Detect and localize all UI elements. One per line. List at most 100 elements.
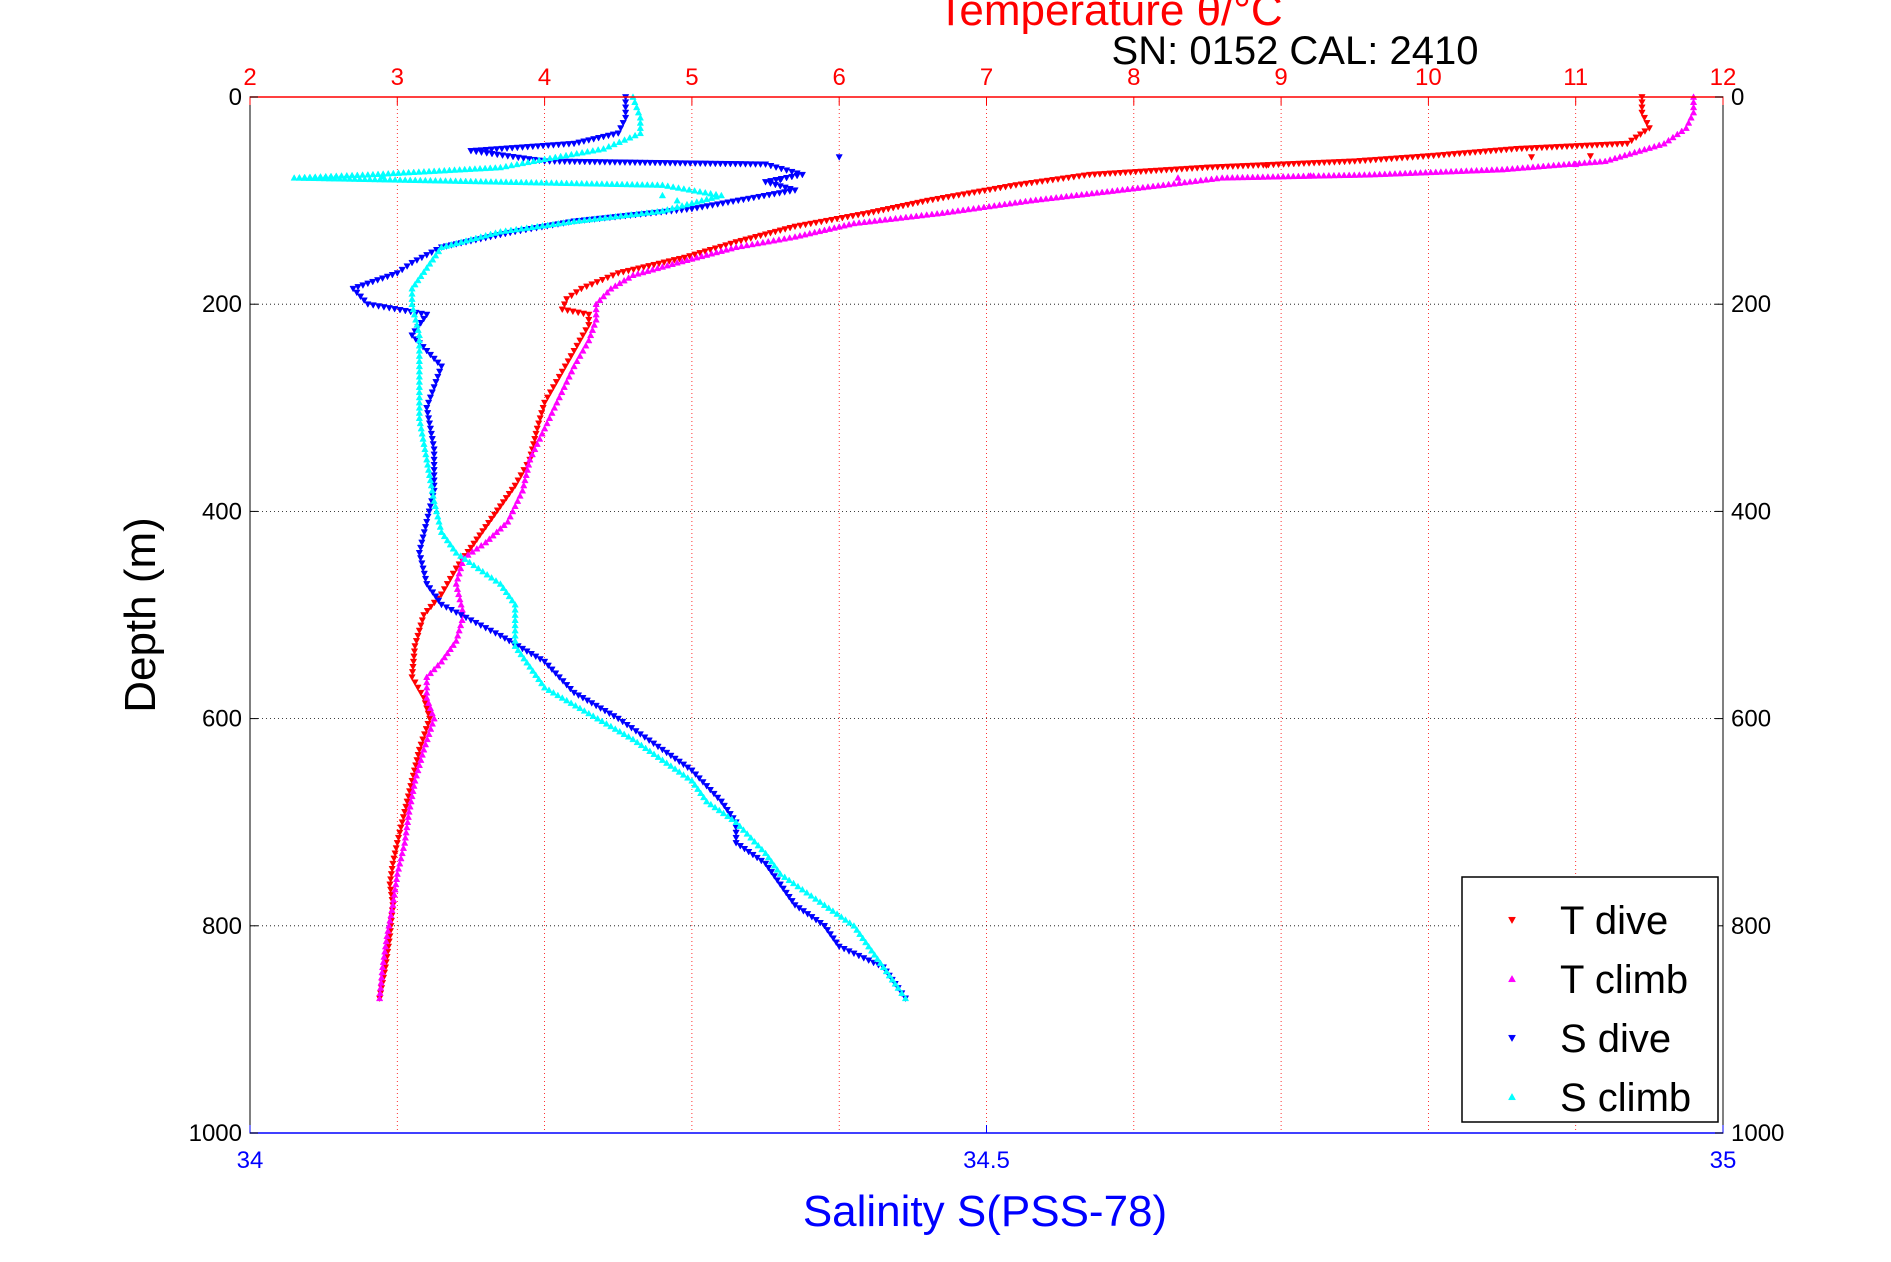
data-point [391,885,399,893]
data-point [1513,145,1521,153]
data-point [665,258,673,265]
data-point [397,824,405,832]
data-point [414,276,422,284]
data-point [576,704,584,712]
data-point [668,260,676,267]
data-point [487,573,496,581]
data-point [468,548,477,555]
data-point [685,186,693,193]
data-point [614,270,622,277]
data-point [403,823,411,831]
data-point [1432,168,1440,175]
data-point [518,486,527,494]
data-point [513,160,521,168]
data-point [615,138,623,145]
data-point [1366,157,1375,164]
data-point [620,136,629,143]
data-point [455,626,463,634]
data-point [637,741,646,749]
data-point [410,653,418,661]
data-point [402,828,410,836]
data-point [390,306,399,313]
data-point [508,596,516,604]
data-point [508,145,516,152]
data-point [384,169,392,177]
depth-tick-label-right: 0 [1731,84,1744,111]
data-point [703,783,711,790]
data-point [576,352,584,359]
data-point [1616,153,1624,160]
data-point [673,203,681,210]
data-point [1078,190,1086,198]
data-point [632,210,641,217]
data-point [909,200,917,208]
data-point [796,222,804,230]
data-point [552,379,561,386]
data-point [598,180,606,187]
data-point [706,160,714,168]
data-point [929,196,937,204]
data-point [559,219,568,226]
data-point [1643,120,1651,127]
data-point [618,180,626,188]
data-point [436,176,445,184]
data-point [467,235,475,243]
data-point [1219,163,1227,171]
data-point [549,688,558,696]
data-point [543,419,551,427]
data-point [420,612,428,619]
data-point [1325,159,1333,167]
data-point [418,617,426,624]
data-point [1543,144,1551,152]
data-point [538,679,546,687]
data-point [567,150,576,158]
data-point [415,550,424,557]
data-point [711,803,719,811]
data-point [430,599,439,607]
data-point [1534,162,1542,170]
data-point [651,159,659,167]
data-point [791,187,799,194]
data-point [410,648,419,655]
data-point [488,151,496,158]
data-point [904,201,912,209]
data-point [1315,172,1323,179]
data-point [1618,141,1626,148]
data-point [855,219,863,226]
data-point [414,752,422,759]
data-point [865,942,873,950]
data-point [613,180,621,187]
data-point [590,321,598,328]
data-point [781,873,789,880]
data-point [675,255,684,263]
data-point [360,297,368,305]
data-point [539,404,547,412]
data-point [300,174,308,181]
data-point [727,244,735,252]
data-point [658,756,667,763]
data-point [767,869,776,876]
data-point [889,205,897,212]
data-point [408,332,416,339]
data-point [392,880,400,888]
data-point [1198,164,1206,172]
data-point [601,159,609,166]
data-point [443,536,452,544]
data-point [1137,168,1145,176]
data-point [691,160,699,168]
data-point [396,859,404,867]
data-point [680,185,688,192]
data-point [1121,169,1130,177]
data-point [688,777,696,784]
data-point [1497,147,1505,154]
data-point [1440,151,1448,159]
data-point [1223,173,1231,181]
data-point [537,178,545,186]
data-point [482,146,491,154]
data-point [1424,153,1433,160]
data-point [507,178,515,185]
data-point [1553,144,1561,151]
data-point [596,159,604,166]
data-point [456,595,464,603]
data-point [419,736,427,744]
